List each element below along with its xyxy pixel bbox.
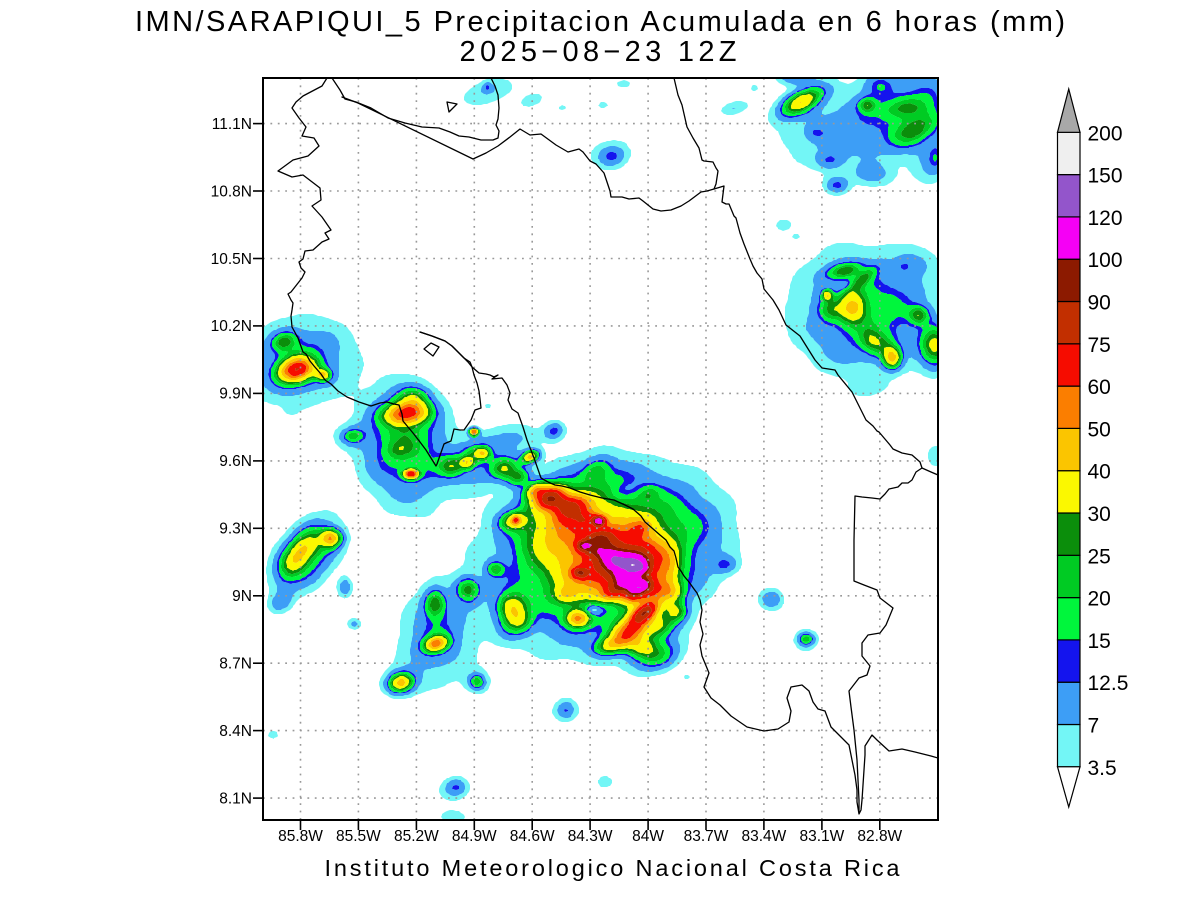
svg-text:84W: 84W: [632, 828, 664, 845]
svg-text:85.2W: 85.2W: [394, 828, 439, 845]
svg-text:60: 60: [1088, 376, 1111, 399]
svg-text:15: 15: [1088, 630, 1111, 653]
svg-text:40: 40: [1088, 461, 1111, 484]
svg-text:82.8W: 82.8W: [857, 828, 902, 845]
svg-text:84.3W: 84.3W: [568, 828, 613, 845]
svg-text:12.5: 12.5: [1088, 672, 1129, 695]
svg-text:85.5W: 85.5W: [336, 828, 381, 845]
svg-text:84.9W: 84.9W: [452, 828, 497, 845]
svg-text:150: 150: [1088, 165, 1123, 188]
svg-text:8.4N: 8.4N: [219, 723, 252, 740]
svg-text:2025−08−23 12Z: 2025−08−23 12Z: [460, 36, 737, 68]
svg-text:83.4W: 83.4W: [741, 828, 786, 845]
svg-text:IMN/SARAPIQUI_5 Precipitacion: IMN/SARAPIQUI_5 Precipitacion Acumulada …: [135, 6, 1065, 38]
svg-text:10.8N: 10.8N: [211, 183, 252, 200]
svg-text:30: 30: [1088, 503, 1111, 526]
svg-text:9.3N: 9.3N: [219, 521, 252, 538]
svg-text:8.7N: 8.7N: [219, 656, 252, 673]
svg-text:3.5: 3.5: [1088, 757, 1117, 780]
svg-text:83.1W: 83.1W: [799, 828, 844, 845]
svg-text:20: 20: [1088, 588, 1111, 611]
svg-text:100: 100: [1088, 249, 1123, 272]
svg-text:200: 200: [1088, 122, 1123, 145]
svg-text:90: 90: [1088, 292, 1111, 315]
svg-text:9.9N: 9.9N: [219, 386, 252, 403]
svg-text:50: 50: [1088, 418, 1111, 441]
svg-text:83.7W: 83.7W: [684, 828, 729, 845]
svg-text:9.6N: 9.6N: [219, 453, 252, 470]
svg-text:10.5N: 10.5N: [211, 251, 252, 268]
svg-text:8.1N: 8.1N: [219, 790, 252, 807]
svg-text:25: 25: [1088, 545, 1111, 568]
svg-text:85.8W: 85.8W: [278, 828, 323, 845]
svg-text:75: 75: [1088, 334, 1111, 357]
svg-text:9N: 9N: [232, 588, 252, 605]
svg-text:7: 7: [1088, 715, 1100, 738]
svg-text:Instituto Meteorologico Nacion: Instituto Meteorologico Nacional Costa R…: [325, 855, 901, 881]
svg-text:11.1N: 11.1N: [212, 116, 252, 133]
svg-text:120: 120: [1088, 207, 1123, 230]
svg-text:84.6W: 84.6W: [510, 828, 555, 845]
svg-text:10.2N: 10.2N: [211, 318, 252, 335]
